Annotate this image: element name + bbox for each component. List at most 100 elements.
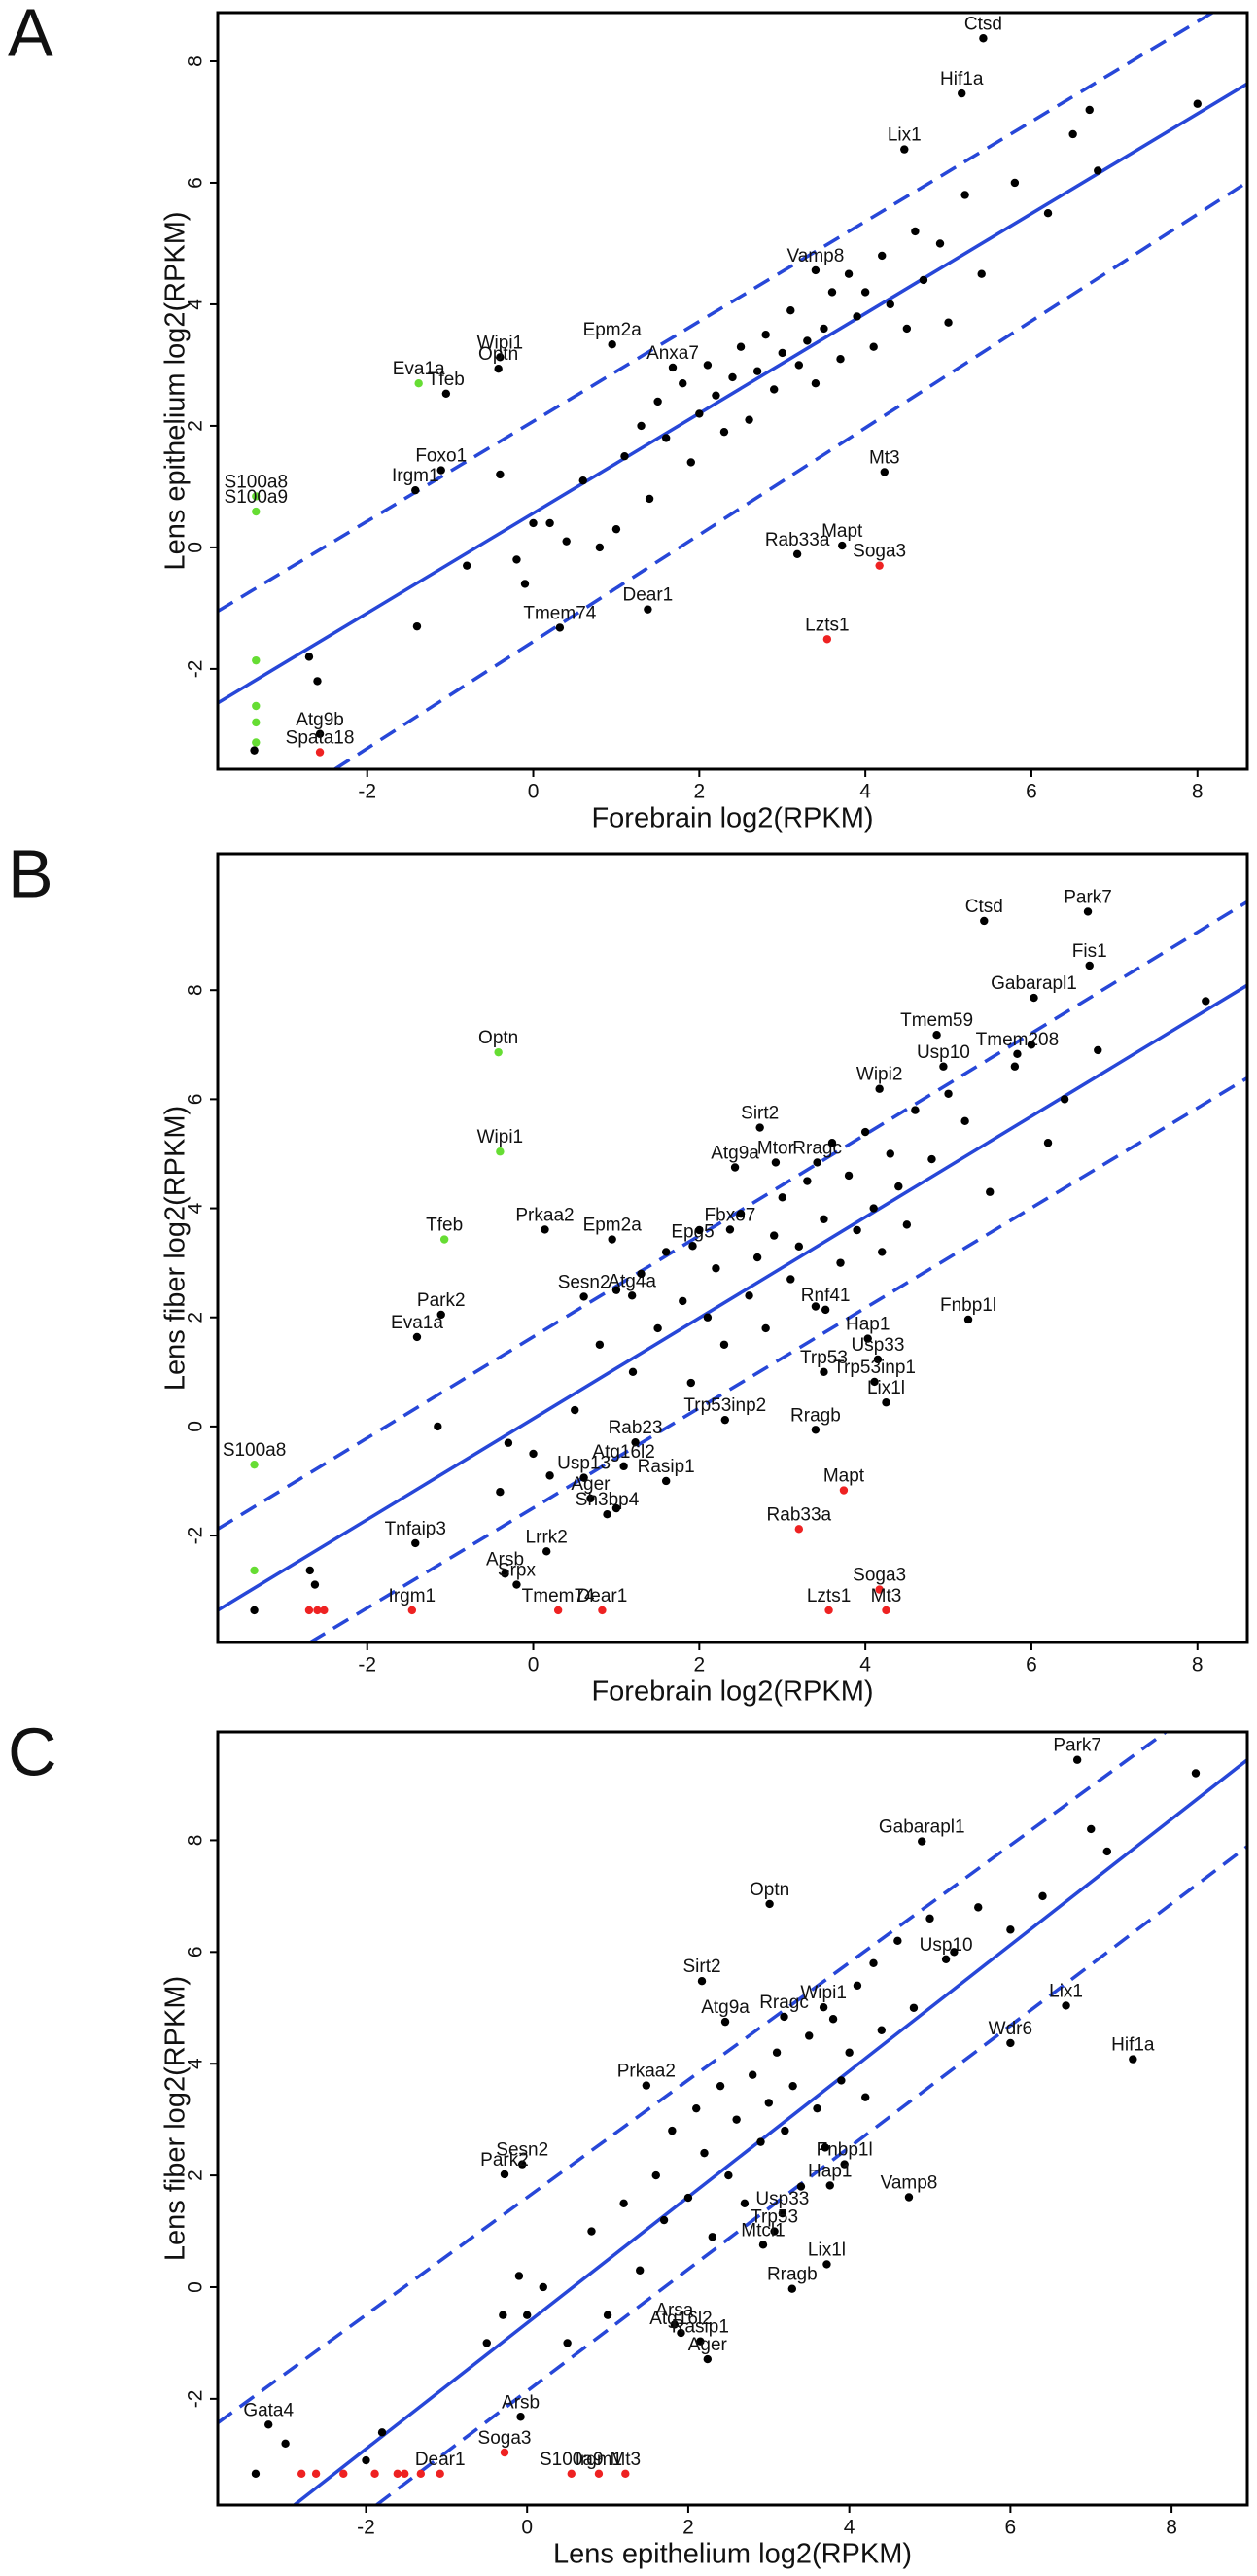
reference-line [293,1758,1247,2505]
data-point [712,391,720,400]
point-label: Lix1l [867,1378,905,1398]
data-point [310,1580,320,1589]
point-label: Sirt2 [682,1957,720,1977]
point-label: Usp13 [557,1454,611,1474]
data-point [252,738,261,747]
data-point [539,2282,547,2292]
data-point [786,306,795,315]
point-label: Mtor [757,1138,795,1158]
point-label: Lix1 [1049,1981,1083,2001]
point-label: Tnfaip3 [385,1519,446,1539]
data-point [821,1305,830,1315]
data-point [787,2284,797,2293]
point-label: Irgm1 [392,466,439,486]
data-point [918,1837,926,1846]
data-point [494,364,503,373]
data-point [778,348,786,358]
data-point [980,916,989,926]
y-tick-label: 8 [185,1835,207,1847]
data-point [401,2469,409,2479]
data-point [925,1914,934,1923]
data-point [820,1215,828,1223]
data-point [932,1031,941,1040]
data-point [979,34,988,43]
plot-frame [216,1730,1249,2507]
data-point [494,1047,503,1057]
data-point [919,275,928,285]
reference-line [218,13,1214,614]
data-point [1060,1095,1069,1104]
point-label: Lzts1 [805,615,849,635]
x-tick-label: 2 [693,1654,705,1676]
data-point [439,1235,449,1244]
data-point [839,1486,849,1495]
panel: A -2 0 2 4 6 8 -2 0 2 4 6 8 Forebrain log2(RPKM) Lens … [8,0,1249,834]
data-point [894,1182,903,1191]
point-label: Trp53 [751,2207,798,2228]
point-label: Lix1 [888,125,922,146]
data-point [974,1903,983,1912]
data-point [499,2311,507,2319]
data-point [696,2337,705,2346]
y-tick-label: 0 [185,2281,207,2293]
data-point [1006,2038,1015,2048]
data-point [628,1367,638,1377]
data-point [252,507,261,516]
point-label: Sirt2 [741,1104,779,1124]
data-point [788,2081,797,2091]
point-label: Lrrk2 [526,1527,568,1547]
data-point [571,1405,579,1415]
point-label: Lzts1 [807,1586,851,1606]
data-point [1083,907,1093,916]
point-label: Optn [478,344,518,365]
data-point [695,1225,704,1235]
data-point [794,1242,804,1252]
data-point [838,541,847,550]
data-point [725,1225,735,1234]
data-point [529,1449,538,1459]
data-point [252,655,261,665]
data-point [644,605,652,614]
data-point [745,415,753,424]
x-tick-label: 4 [859,781,871,803]
data-point [619,1462,628,1471]
data-point [878,251,887,261]
data-point [1085,961,1094,970]
data-point [611,1503,621,1513]
point-label: Soga3 [853,542,906,562]
data-point [695,409,704,418]
data-point [482,2339,491,2347]
data-point [882,1606,890,1615]
data-point [853,312,861,321]
data-point [250,1566,259,1575]
data-point [595,1340,605,1349]
data-point [1043,1139,1053,1147]
data-point [362,2455,370,2465]
panel-letter: B [8,835,53,911]
data-point [651,2170,660,2180]
data-point [250,1606,259,1615]
data-point [339,2469,348,2479]
point-label: Tmem74 [523,603,596,623]
y-tick-label: 6 [185,1946,207,1958]
point-label: Mapt [821,521,863,542]
data-point [836,1258,845,1267]
point-label: Irgm1 [389,1586,436,1606]
y-tick-label: 0 [185,1421,207,1432]
point-label: Park7 [1064,887,1112,907]
data-point [683,2193,693,2203]
data-point [436,1310,445,1320]
y-tick-label: 6 [185,177,207,189]
point-label: Sesn2 [558,1272,611,1292]
data-point [1193,99,1202,108]
point-label: Atg9b [296,710,344,730]
data-point [304,1606,314,1615]
data-point [496,353,505,362]
data-point [412,621,422,631]
data-point [414,378,423,388]
data-point [305,1566,314,1575]
data-point [719,427,729,437]
data-point [708,2233,716,2241]
data-point [960,191,969,199]
